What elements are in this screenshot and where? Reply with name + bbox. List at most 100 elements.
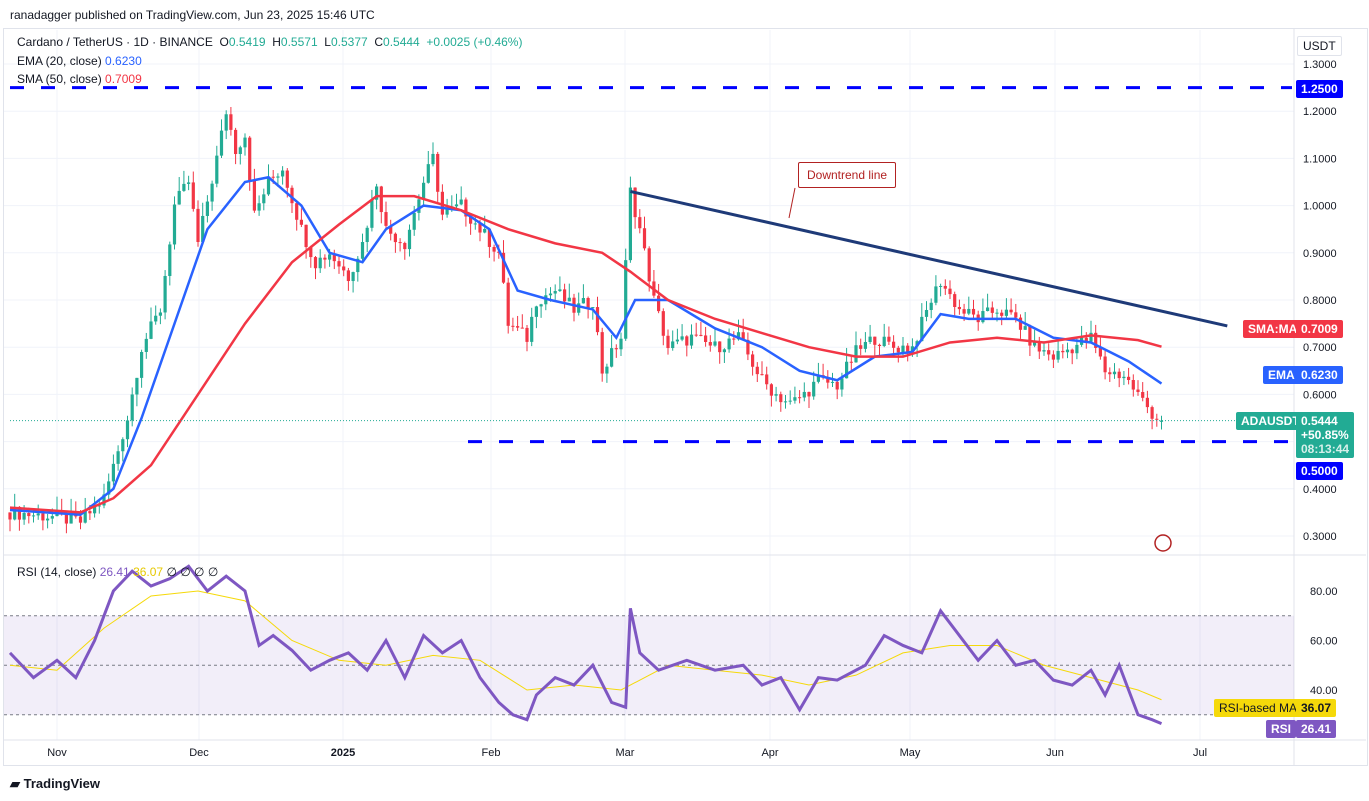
candle-body — [276, 176, 280, 178]
candle-body — [1127, 376, 1131, 381]
candle-body — [196, 208, 200, 242]
candle-body — [722, 349, 726, 353]
symbol-title: Cardano / TetherUS · 1D · BINANCE — [17, 35, 213, 49]
downtrend-annotation[interactable]: Downtrend line — [798, 162, 897, 188]
candle-body — [351, 272, 355, 282]
ema-legend[interactable]: EMA (20, close) 0.6230 — [17, 54, 142, 68]
candle-body — [520, 327, 524, 329]
candle-body — [271, 176, 275, 178]
candle-body — [346, 270, 350, 282]
candle-body — [619, 338, 623, 350]
candle-body — [548, 293, 553, 296]
candle-body — [1014, 312, 1018, 318]
high-label: H — [272, 35, 281, 49]
rsi-legend[interactable]: RSI (14, close) 26.41 36.07 ∅ ∅ ∅ ∅ — [17, 565, 218, 579]
candle-body — [1033, 342, 1037, 346]
candle-body — [309, 247, 313, 258]
sma-legend[interactable]: SMA (50, close) 0.7009 — [17, 72, 142, 86]
candle-body — [379, 186, 383, 213]
rsi-value: 26.41 — [99, 565, 130, 579]
candle-body — [741, 332, 745, 340]
open-value: 0.5419 — [228, 35, 266, 49]
rsi-name-tag: RSI — [1266, 720, 1297, 738]
candle-body — [1047, 350, 1051, 355]
candle-body — [375, 186, 379, 200]
rsi-tag: 26.41 — [1296, 720, 1337, 738]
price-tick-label: 1.3000 — [1303, 59, 1337, 71]
candle-body — [1103, 356, 1107, 373]
candle-body — [1018, 317, 1023, 330]
candle-body — [163, 275, 167, 313]
candle-body — [13, 506, 17, 520]
rsi-ma-line — [9, 590, 1162, 701]
candle-body — [854, 345, 858, 363]
candle-body — [337, 261, 341, 267]
candle-body — [130, 394, 134, 421]
candle-body — [478, 223, 482, 233]
candle-body — [788, 400, 792, 402]
candle-body — [356, 258, 360, 273]
candle-body — [436, 153, 440, 192]
candle-body — [407, 229, 412, 250]
candle-body — [454, 204, 459, 207]
countdown: 08:13:44 — [1301, 442, 1350, 456]
candle-body — [953, 294, 957, 307]
candle-body — [906, 345, 910, 352]
candle-body — [877, 344, 882, 347]
candle-body — [403, 242, 407, 250]
candle-body — [210, 183, 214, 202]
candle-body — [920, 316, 924, 342]
candle-body — [69, 512, 73, 524]
candle-body — [487, 228, 491, 247]
candle-body — [807, 391, 811, 397]
candle-body — [845, 361, 849, 379]
candle-body — [882, 336, 886, 347]
candle-body — [1094, 332, 1098, 348]
time-tick-label: Feb — [482, 747, 501, 759]
candle-body — [675, 339, 679, 342]
ema-label: EMA (20, close) — [17, 54, 102, 68]
candle-body — [483, 228, 487, 233]
price-tick-label: 0.9000 — [1303, 248, 1337, 260]
candle-body — [563, 289, 567, 302]
candle-body — [83, 511, 87, 523]
sma-value: 0.7009 — [105, 72, 142, 86]
candle-body — [633, 187, 637, 218]
candle-body — [812, 381, 816, 397]
candle-body — [50, 516, 54, 519]
candle-body — [219, 130, 224, 156]
candle-body — [732, 338, 736, 340]
candle-body — [995, 312, 999, 314]
candle-body — [746, 339, 750, 355]
sma-line — [9, 194, 1162, 514]
currency-button[interactable]: USDT — [1297, 36, 1342, 56]
time-tick-label: Apr — [761, 747, 778, 759]
sma-price-tag: 0.7009 — [1296, 320, 1343, 338]
candle-body — [859, 345, 863, 349]
candle-body — [243, 137, 247, 148]
candle-body — [892, 341, 896, 348]
candle-body — [389, 225, 393, 234]
candle-body — [661, 311, 665, 336]
candle-body — [93, 505, 97, 514]
candle-body — [290, 187, 294, 204]
price-tick-label: 1.2000 — [1303, 106, 1337, 118]
rsi-ma-name-tag: RSI-based MA — [1214, 699, 1303, 717]
candle-body — [1023, 326, 1027, 330]
candle-body — [1150, 407, 1154, 419]
last-price: 0.5444 — [1301, 414, 1338, 428]
tradingview-logo[interactable]: ▰ TradingView — [10, 776, 100, 792]
candle-body — [1075, 344, 1079, 354]
price-tick-label: 0.7000 — [1303, 342, 1337, 354]
candle-body — [1122, 376, 1126, 379]
candle-body — [1117, 371, 1121, 379]
candle-body — [1159, 420, 1164, 422]
candle-body — [534, 306, 538, 317]
low-label: L — [324, 35, 331, 49]
candle-body — [774, 394, 778, 396]
candle-body — [172, 204, 177, 245]
candle-body — [299, 219, 303, 225]
candle-body — [755, 366, 759, 375]
candle-body — [628, 187, 632, 261]
